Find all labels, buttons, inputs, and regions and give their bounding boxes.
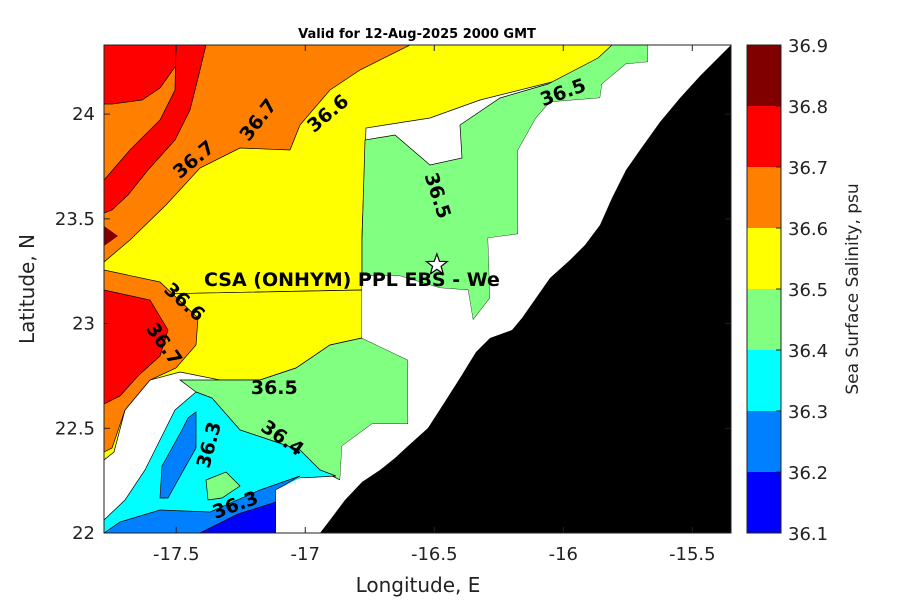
contour-label: 36.5 [251, 377, 298, 399]
colorbar-tick-label: 36.7 [788, 158, 828, 179]
colorbar-tick-label: 36.1 [788, 524, 828, 545]
y-tick-label: 22 [72, 523, 95, 544]
colorbar-label: Sea Surface Salinity, psu [843, 183, 863, 394]
plot-frame [103, 44, 732, 534]
colorbar-tick-label: 36.2 [788, 463, 828, 484]
y-axis: 22 22.5 23 23.5 24 [55, 104, 731, 544]
colorbar-swatch [747, 411, 781, 472]
coastal-lagoon [568, 126, 632, 200]
colorbar-tick-label: 36.4 [788, 341, 828, 362]
colorbar-swatch [747, 289, 781, 350]
x-tick-label: -15.5 [669, 544, 716, 565]
site-label: CSA (ONHYM) PPL EBS - We [204, 269, 500, 291]
colorbar-tick-label: 36.9 [788, 36, 828, 57]
colorbar-swatch [747, 106, 781, 167]
colorbar: 36.1 36.2 36.3 36.4 36.5 36.6 36.7 36.8 36.9 [746, 36, 828, 545]
salinity-band-36-7-ridge [104, 45, 207, 214]
colorbar-tick-label: 36.6 [788, 219, 828, 240]
chart-title: Valid for 12-Aug-2025 2000 GMT [298, 27, 536, 42]
colorbar-tick-label: 36.5 [788, 280, 828, 301]
y-tick-label: 22.5 [55, 418, 95, 439]
x-tick-label: -16 [549, 544, 578, 565]
plot-area [104, 45, 731, 533]
salinity-band-36-2 [159, 411, 197, 499]
salinity-band-36-7-west [104, 289, 169, 405]
colorbar-swatch [747, 45, 781, 106]
y-axis-label: Latitude, N [15, 234, 39, 344]
colorbar-tick-label: 36.3 [788, 402, 828, 423]
colorbar-tick-label: 36.8 [788, 97, 828, 118]
salinity-band-36-8-tip [104, 226, 118, 246]
x-axis: -17.5 -17 -16.5 -16 -15.5 [153, 45, 716, 565]
x-tick-label: -17.5 [153, 544, 200, 565]
colorbar-swatch [747, 167, 781, 228]
x-axis-label: Longitude, E [356, 573, 481, 597]
x-tick-label: -16.5 [411, 544, 458, 565]
y-tick-label: 24 [72, 104, 95, 125]
y-tick-label: 23.5 [55, 209, 95, 230]
land-mass [320, 45, 731, 533]
site-star-marker [424, 252, 449, 276]
x-tick-label: -17 [291, 544, 320, 565]
site-layer: CSA (ONHYM) PPL EBS - We [204, 252, 500, 291]
salinity-island-36-4 [205, 471, 241, 501]
colorbar-swatch [747, 228, 781, 289]
colorbar-swatch [747, 350, 781, 411]
y-tick-label: 23 [72, 314, 95, 335]
colorbar-swatch [747, 472, 781, 533]
